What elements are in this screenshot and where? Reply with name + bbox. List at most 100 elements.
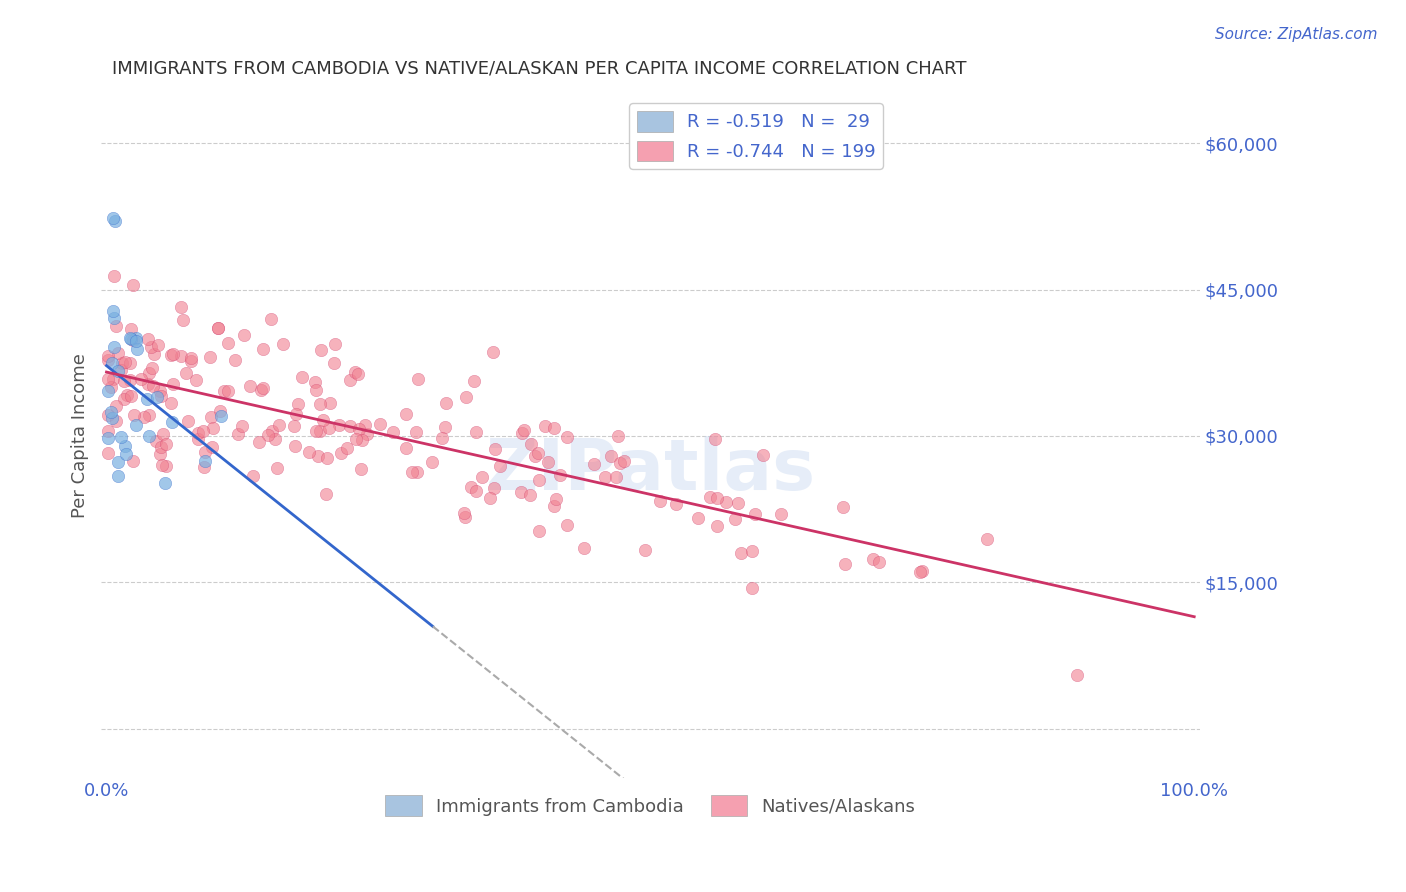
Natives/Alaskans xyxy=(191,424,214,438)
Natives/Alaskans xyxy=(343,365,366,379)
Natives/Alaskans xyxy=(136,332,159,346)
Natives/Alaskans xyxy=(741,544,763,558)
Natives/Alaskans xyxy=(114,355,136,369)
Immigrants from Cambodia xyxy=(103,310,125,325)
Natives/Alaskans xyxy=(201,421,224,435)
Immigrants from Cambodia xyxy=(101,410,124,425)
Natives/Alaskans xyxy=(287,397,309,411)
Natives/Alaskans xyxy=(834,557,856,571)
Natives/Alaskans xyxy=(247,435,270,450)
Natives/Alaskans xyxy=(141,361,163,376)
Natives/Alaskans xyxy=(250,384,273,398)
Natives/Alaskans xyxy=(212,384,235,398)
Immigrants from Cambodia xyxy=(100,404,122,418)
Natives/Alaskans xyxy=(120,321,142,335)
Natives/Alaskans xyxy=(284,439,307,453)
Natives/Alaskans xyxy=(831,500,853,514)
Natives/Alaskans xyxy=(307,450,329,464)
Natives/Alaskans xyxy=(582,458,605,472)
Immigrants from Cambodia xyxy=(145,390,167,404)
Natives/Alaskans xyxy=(169,300,191,314)
Natives/Alaskans xyxy=(605,470,627,484)
Natives/Alaskans xyxy=(145,434,167,448)
Natives/Alaskans xyxy=(519,488,541,502)
Natives/Alaskans xyxy=(699,490,721,504)
Natives/Alaskans xyxy=(309,424,332,438)
Natives/Alaskans xyxy=(262,424,284,438)
Natives/Alaskans xyxy=(537,455,560,469)
Natives/Alaskans xyxy=(162,376,184,391)
Natives/Alaskans xyxy=(593,470,616,484)
Natives/Alaskans xyxy=(382,425,405,439)
Natives/Alaskans xyxy=(252,381,274,395)
Natives/Alaskans xyxy=(138,408,160,422)
Natives/Alaskans xyxy=(304,375,326,389)
Natives/Alaskans xyxy=(613,454,636,468)
Natives/Alaskans xyxy=(323,356,346,370)
Natives/Alaskans xyxy=(356,427,378,442)
Natives/Alaskans xyxy=(706,519,728,533)
Natives/Alaskans xyxy=(129,371,152,385)
Natives/Alaskans xyxy=(187,426,209,441)
Natives/Alaskans xyxy=(665,497,688,511)
Natives/Alaskans xyxy=(543,500,565,514)
Natives/Alaskans xyxy=(557,518,579,533)
Natives/Alaskans xyxy=(180,351,202,365)
Natives/Alaskans xyxy=(704,433,727,447)
Natives/Alaskans xyxy=(122,454,145,468)
Natives/Alaskans xyxy=(430,431,453,445)
Natives/Alaskans xyxy=(471,470,494,484)
Natives/Alaskans xyxy=(395,407,418,421)
Natives/Alaskans xyxy=(526,445,548,459)
Immigrants from Cambodia xyxy=(101,356,124,370)
Natives/Alaskans xyxy=(406,372,429,386)
Natives/Alaskans xyxy=(318,420,340,434)
Immigrants from Cambodia xyxy=(160,415,183,429)
Natives/Alaskans xyxy=(97,408,120,422)
Immigrants from Cambodia xyxy=(97,384,120,399)
Natives/Alaskans xyxy=(976,533,998,547)
Natives/Alaskans xyxy=(224,353,246,368)
Natives/Alaskans xyxy=(368,417,391,432)
Immigrants from Cambodia xyxy=(209,409,232,424)
Natives/Alaskans xyxy=(160,348,183,362)
Natives/Alaskans xyxy=(152,458,174,473)
Natives/Alaskans xyxy=(100,380,122,394)
Natives/Alaskans xyxy=(252,343,274,357)
Natives/Alaskans xyxy=(180,353,202,368)
Immigrants from Cambodia xyxy=(125,417,148,432)
Natives/Alaskans xyxy=(741,581,763,595)
Natives/Alaskans xyxy=(328,418,350,433)
Natives/Alaskans xyxy=(744,507,766,521)
Immigrants from Cambodia xyxy=(118,331,141,345)
Natives/Alaskans xyxy=(479,491,502,505)
Natives/Alaskans xyxy=(152,427,174,442)
Immigrants from Cambodia xyxy=(107,455,129,469)
Y-axis label: Per Capita Income: Per Capita Income xyxy=(72,353,89,518)
Natives/Alaskans xyxy=(284,407,307,421)
Natives/Alaskans xyxy=(481,345,503,359)
Natives/Alaskans xyxy=(184,373,207,387)
Natives/Alaskans xyxy=(269,417,291,432)
Natives/Alaskans xyxy=(149,389,172,403)
Natives/Alaskans xyxy=(134,410,156,425)
Natives/Alaskans xyxy=(97,446,120,460)
Immigrants from Cambodia xyxy=(125,331,148,345)
Text: IMMIGRANTS FROM CAMBODIA VS NATIVE/ALASKAN PER CAPITA INCOME CORRELATION CHART: IMMIGRANTS FROM CAMBODIA VS NATIVE/ALASK… xyxy=(112,60,966,78)
Natives/Alaskans xyxy=(724,511,747,525)
Natives/Alaskans xyxy=(339,419,361,434)
Natives/Alaskans xyxy=(242,468,264,483)
Natives/Alaskans xyxy=(434,396,457,410)
Natives/Alaskans xyxy=(308,397,330,411)
Natives/Alaskans xyxy=(174,366,197,380)
Natives/Alaskans xyxy=(309,343,332,357)
Natives/Alaskans xyxy=(150,441,173,455)
Natives/Alaskans xyxy=(911,564,934,578)
Natives/Alaskans xyxy=(193,459,215,474)
Natives/Alaskans xyxy=(544,491,567,506)
Natives/Alaskans xyxy=(232,328,254,343)
Immigrants from Cambodia xyxy=(107,364,129,378)
Natives/Alaskans xyxy=(519,437,541,451)
Natives/Alaskans xyxy=(543,421,565,435)
Immigrants from Cambodia xyxy=(97,431,120,445)
